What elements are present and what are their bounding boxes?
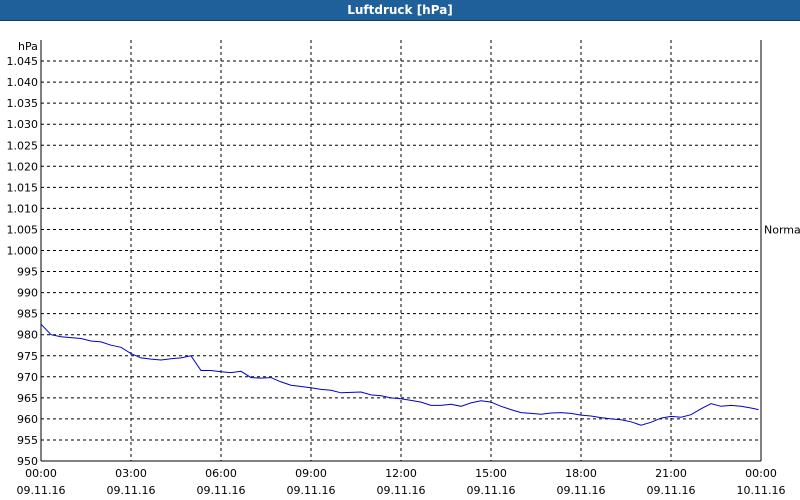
x-tick-time-label: 18:00 [565, 467, 597, 480]
x-tick-date-label: 09.11.16 [557, 484, 606, 497]
y-tick-label: 1.035 [7, 97, 39, 110]
y-tick-label: 955 [17, 434, 38, 447]
x-tick-date-label: 09.11.16 [287, 484, 336, 497]
x-tick-time-label: 15:00 [475, 467, 507, 480]
y-tick-label: 1.000 [7, 245, 39, 258]
normal-annotation: Normal [764, 223, 800, 236]
y-tick-label: 1.010 [7, 202, 39, 215]
y-tick-label: 950 [17, 455, 38, 468]
y-axis-unit-label: hPa [18, 40, 38, 53]
y-tick-label: 1.005 [7, 223, 39, 236]
y-tick-label: 1.020 [7, 160, 39, 173]
x-tick-time-label: 00:00 [745, 467, 777, 480]
x-tick-date-label: 09.11.16 [467, 484, 516, 497]
x-tick-time-label: 03:00 [115, 467, 147, 480]
y-tick-label: 965 [17, 392, 38, 405]
chart-title: Luftdruck [hPa] [347, 3, 453, 17]
y-tick-label: 1.030 [7, 118, 39, 131]
x-tick-date-label: 10.11.16 [737, 484, 786, 497]
x-tick-date-label: 09.11.16 [647, 484, 696, 497]
x-tick-time-label: 00:00 [25, 467, 57, 480]
y-tick-labels: 950 955 960 965 970 975 980 985 990 995 1.000 1.005… [7, 55, 39, 468]
y-tick-label: 980 [17, 329, 38, 342]
grid-lines [41, 40, 761, 461]
x-tick-labels: 00:00 09.11.16 03:00 09.11.16 06:00 09.11.16 0… [17, 467, 786, 497]
pressure-series-line [40, 323, 759, 426]
y-tick-label: 1.025 [7, 139, 39, 152]
y-tick-label: 1.045 [7, 55, 39, 68]
y-tick-label: 990 [17, 287, 38, 300]
x-tick-time-label: 12:00 [385, 467, 417, 480]
y-tick-label: 985 [17, 308, 38, 321]
x-tick-time-label: 21:00 [655, 467, 687, 480]
x-tick-date-label: 09.11.16 [377, 484, 426, 497]
y-tick-label: 995 [17, 266, 38, 279]
y-tick-label: 1.015 [7, 181, 39, 194]
x-tick-date-label: 09.11.16 [107, 484, 156, 497]
x-tick-time-label: 09:00 [295, 467, 327, 480]
x-tick-time-label: 06:00 [205, 467, 237, 480]
title-bar [0, 0, 800, 21]
y-tick-label: 970 [17, 371, 38, 384]
y-tick-label: 1.040 [7, 76, 39, 89]
x-tick-date-label: 09.11.16 [197, 484, 246, 497]
y-tick-label: 975 [17, 350, 38, 363]
y-tick-label: 960 [17, 413, 38, 426]
x-tick-date-label: 09.11.16 [17, 484, 66, 497]
